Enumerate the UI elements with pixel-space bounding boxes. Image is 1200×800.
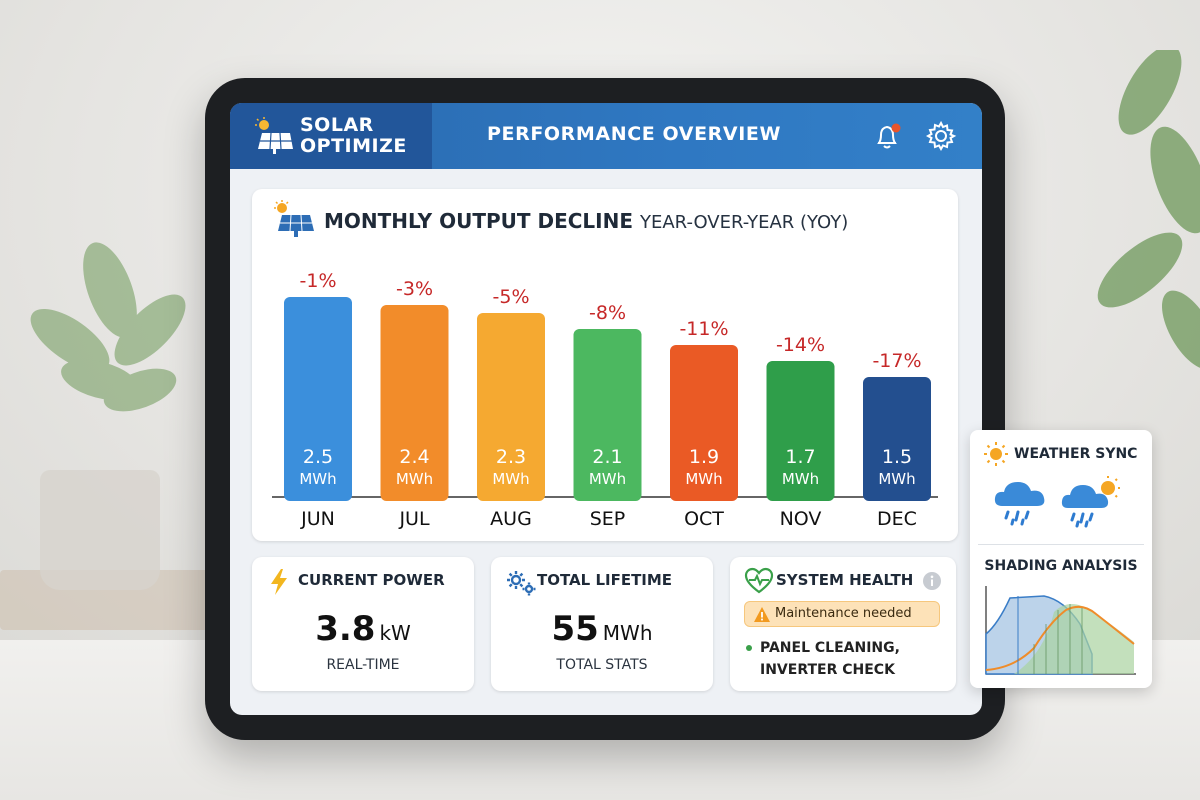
current-power-title: CURRENT POWER	[298, 571, 445, 589]
change-label: -17%	[872, 350, 921, 372]
change-label: -8%	[589, 302, 626, 324]
total-lifetime-value: 55 MWh	[491, 609, 713, 649]
plant-pot	[40, 470, 160, 590]
brand-block[interactable]: SOLAR OPTIMIZE	[230, 103, 432, 169]
category-label: JUN	[300, 508, 335, 530]
shading-analysis-title: SHADING ANALYSIS	[984, 558, 1138, 574]
panel-divider	[978, 544, 1144, 545]
weather-sync-title: WEATHER SYNC	[1014, 446, 1138, 462]
rain-cloud-icon	[994, 482, 1045, 526]
current-power-unit: kW	[379, 621, 411, 645]
value-label: 2.3	[496, 446, 526, 468]
app-header: SOLAR OPTIMIZE PERFORMANCE OVERVIEW	[230, 103, 982, 169]
unit-label: MWh	[299, 470, 336, 488]
brand-name: SOLAR OPTIMIZE	[300, 115, 407, 157]
current-power-number: 3.8	[315, 609, 376, 649]
brand-line1: SOLAR	[300, 114, 374, 136]
category-label: OCT	[684, 508, 724, 530]
warning-icon	[754, 607, 770, 622]
tablet-device: SOLAR OPTIMIZE PERFORMANCE OVERVIEW	[205, 78, 1005, 740]
weather-shading-panel: WEATHER SYNC SHADING ANALYSIS	[970, 430, 1152, 688]
current-power-caption: REAL-TIME	[326, 657, 400, 673]
sun-icon	[984, 442, 1008, 466]
bar-aug	[477, 313, 545, 501]
current-power-card: CURRENT POWER 3.8 kW REAL-TIME	[252, 557, 474, 691]
value-label: 1.7	[785, 446, 815, 468]
change-label: -1%	[300, 270, 337, 292]
info-icon[interactable]	[922, 571, 942, 591]
system-health-title: SYSTEM HEALTH	[776, 571, 914, 589]
total-lifetime-unit: MWh	[602, 621, 653, 645]
category-label: JUL	[398, 508, 430, 530]
tablet-screen: SOLAR OPTIMIZE PERFORMANCE OVERVIEW	[230, 103, 982, 715]
unit-label: MWh	[685, 470, 722, 488]
bar-jul	[380, 305, 449, 501]
maintenance-task-list: PANEL CLEANING, INVERTER CHECK	[746, 637, 900, 681]
lightning-icon	[271, 569, 287, 595]
total-lifetime-number: 55	[551, 609, 599, 649]
value-label: 2.5	[303, 446, 333, 468]
category-label: SEP	[590, 508, 626, 530]
total-lifetime-title: TOTAL LIFETIME	[537, 571, 673, 589]
sun-rain-cloud-icon	[1061, 476, 1120, 528]
value-label: 1.5	[882, 446, 912, 468]
unit-label: MWh	[878, 470, 915, 488]
maintenance-alert[interactable]: Maintenance needed	[744, 601, 940, 627]
page-title: PERFORMANCE OVERVIEW	[487, 123, 782, 145]
value-label: 2.4	[399, 446, 429, 468]
change-label: -11%	[679, 318, 728, 340]
value-label: 1.9	[689, 446, 719, 468]
bar-sep	[573, 329, 642, 501]
unit-label: MWh	[396, 470, 433, 488]
plant-right-decoration	[1097, 50, 1200, 370]
bar-oct	[670, 345, 738, 501]
maintenance-alert-text: Maintenance needed	[775, 606, 912, 621]
change-label: -3%	[396, 278, 433, 300]
plant-left-decoration	[30, 242, 186, 412]
solar-panel-logo-icon	[255, 117, 293, 154]
unit-label: MWh	[782, 470, 819, 488]
chart-title-main: MONTHLY OUTPUT DECLINE	[324, 209, 634, 233]
bell-icon[interactable]	[870, 119, 904, 153]
heart-pulse-icon	[744, 567, 774, 594]
bar-dec	[863, 377, 931, 501]
category-label: AUG	[490, 508, 532, 530]
brand-line2: OPTIMIZE	[300, 135, 407, 157]
category-label: NOV	[780, 508, 822, 530]
gear-icon[interactable]	[924, 119, 958, 153]
bar-nov	[766, 361, 835, 501]
system-health-card: SYSTEM HEALTH Maintenance needed PANEL C…	[730, 557, 956, 691]
unit-label: MWh	[589, 470, 626, 488]
change-label: -14%	[776, 334, 825, 356]
task-line-1: PANEL CLEANING,	[760, 640, 900, 656]
gears-icon	[507, 571, 536, 596]
shading-analysis-chart	[985, 586, 1136, 675]
total-lifetime-card: TOTAL LIFETIME 55 MWh TOTAL STATS	[491, 557, 713, 691]
value-label: 2.1	[592, 446, 622, 468]
chart-subtitle: YEAR-OVER-YEAR (YOY)	[639, 212, 849, 233]
unit-label: MWh	[492, 470, 529, 488]
solar-panel-icon	[274, 200, 314, 237]
chart-title: MONTHLY OUTPUT DECLINE YEAR-OVER-YEAR (Y…	[324, 209, 848, 233]
monthly-output-card: MONTHLY OUTPUT DECLINE YEAR-OVER-YEAR (Y…	[252, 189, 958, 541]
category-label: DEC	[877, 508, 917, 530]
current-power-value: 3.8 kW	[252, 609, 474, 649]
notification-dot	[891, 123, 901, 133]
bullet-dot	[746, 645, 752, 651]
bar-jun	[284, 297, 352, 501]
output-bar-chart: -1% 2.5 MWh JUN -3% 2.4 MWh JUL -5% 2.3 MWh AUG -8% 2…	[272, 270, 938, 530]
task-line-2: INVERTER CHECK	[760, 662, 895, 678]
total-lifetime-caption: TOTAL STATS	[556, 657, 648, 673]
change-label: -5%	[493, 286, 530, 308]
